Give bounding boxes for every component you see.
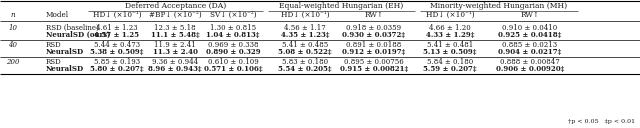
- Text: 0.610 ± 0.109: 0.610 ± 0.109: [207, 58, 259, 66]
- Text: 5.41 ± 0.481: 5.41 ± 0.481: [427, 41, 473, 49]
- Text: 200: 200: [6, 58, 20, 66]
- Text: 5.54 ± 0.205‡: 5.54 ± 0.205‡: [278, 65, 332, 73]
- Text: 5.44 ± 0.473: 5.44 ± 0.473: [94, 41, 140, 49]
- Text: 0.969 ± 0.338: 0.969 ± 0.338: [208, 41, 259, 49]
- Text: HD↓ (×10⁻¹): HD↓ (×10⁻¹): [93, 11, 141, 19]
- Text: 40: 40: [8, 41, 17, 49]
- Text: Model: Model: [46, 11, 69, 19]
- Text: 1.30 ± 0.815: 1.30 ± 0.815: [210, 24, 256, 32]
- Text: 4.66 ± 1.20: 4.66 ± 1.20: [429, 24, 471, 32]
- Text: 0.906 ± 0.00920‡: 0.906 ± 0.00920‡: [496, 65, 564, 73]
- Text: Minority-weighted Hungarian (MH): Minority-weighted Hungarian (MH): [431, 2, 568, 10]
- Text: 0.885 ± 0.0213: 0.885 ± 0.0213: [502, 41, 557, 49]
- Text: 5.85 ± 0.193: 5.85 ± 0.193: [94, 58, 140, 66]
- Text: RW↑: RW↑: [365, 11, 383, 19]
- Text: 4.56 ± 1.17: 4.56 ± 1.17: [284, 24, 326, 32]
- Text: 5.59 ± 0.207‡: 5.59 ± 0.207‡: [423, 65, 477, 73]
- Text: 12.3 ± 5.18: 12.3 ± 5.18: [154, 24, 196, 32]
- Text: Deferred Acceptance (DA): Deferred Acceptance (DA): [125, 2, 226, 10]
- Text: 5.83 ± 0.180: 5.83 ± 0.180: [282, 58, 328, 66]
- Text: 0.910 ± 0.0410: 0.910 ± 0.0410: [502, 24, 557, 32]
- Text: #BP↓ (×10⁻²): #BP↓ (×10⁻²): [148, 11, 202, 19]
- Text: 5.41 ± 0.485: 5.41 ± 0.485: [282, 41, 328, 49]
- Text: 4.61 ± 1.23: 4.61 ± 1.23: [96, 24, 138, 32]
- Text: 8.96 ± 0.943‡: 8.96 ± 0.943‡: [148, 65, 202, 73]
- Text: 4.35 ± 1.23‡: 4.35 ± 1.23‡: [281, 31, 329, 39]
- Text: NeuralSD: NeuralSD: [46, 65, 84, 73]
- Text: 0.904 ± 0.0217‡: 0.904 ± 0.0217‡: [499, 48, 562, 56]
- Text: 5.38 ± 0.509‡: 5.38 ± 0.509‡: [90, 48, 144, 56]
- Text: 0.895 ± 0.00756: 0.895 ± 0.00756: [344, 58, 404, 66]
- Text: RW↑: RW↑: [520, 11, 540, 19]
- Text: 0.890 ± 0.329: 0.890 ± 0.329: [205, 48, 260, 56]
- Text: 0.925 ± 0.0418‡: 0.925 ± 0.0418‡: [499, 31, 562, 39]
- Text: RSD: RSD: [46, 58, 61, 66]
- Text: 5.84 ± 0.180: 5.84 ± 0.180: [427, 58, 473, 66]
- Text: SV↓ (×10⁻²): SV↓ (×10⁻²): [210, 11, 256, 19]
- Text: 0.918 ± 0.0359: 0.918 ± 0.0359: [346, 24, 401, 32]
- Text: 1.04 ± 0.813‡: 1.04 ± 0.813‡: [206, 31, 260, 39]
- Text: †p < 0.05   ‡p < 0.01: †p < 0.05 ‡p < 0.01: [568, 120, 635, 125]
- Text: 4.57 ± 1.25: 4.57 ± 1.25: [95, 31, 140, 39]
- Text: 0.888 ± 0.00847: 0.888 ± 0.00847: [500, 58, 560, 66]
- Text: Equal-weighted Hungarian (EH): Equal-weighted Hungarian (EH): [280, 2, 404, 10]
- Text: 11.9 ± 2.41: 11.9 ± 2.41: [154, 41, 196, 49]
- Text: HD↓ (×10⁻¹): HD↓ (×10⁻¹): [426, 11, 474, 19]
- Text: 0.930 ± 0.0372‡: 0.930 ± 0.0372‡: [342, 31, 406, 39]
- Text: 0.912 ± 0.0197‡: 0.912 ± 0.0197‡: [342, 48, 406, 56]
- Text: HD↓ (×10⁻¹): HD↓ (×10⁻¹): [281, 11, 330, 19]
- Text: NeuralSD (ours): NeuralSD (ours): [46, 31, 110, 39]
- Text: NeuralSD: NeuralSD: [46, 48, 84, 56]
- Text: 0.915 ± 0.00821‡: 0.915 ± 0.00821‡: [340, 65, 408, 73]
- Text: 10: 10: [8, 24, 17, 32]
- Text: 5.08 ± 0.522‡: 5.08 ± 0.522‡: [278, 48, 332, 56]
- Text: n: n: [11, 11, 15, 19]
- Text: 5.13 ± 0.509‡: 5.13 ± 0.509‡: [423, 48, 477, 56]
- Text: 5.80 ± 0.207‡: 5.80 ± 0.207‡: [90, 65, 144, 73]
- Text: RSD (baseline): RSD (baseline): [46, 24, 99, 32]
- Text: RSD: RSD: [46, 41, 61, 49]
- Text: 9.36 ± 0.944: 9.36 ± 0.944: [152, 58, 198, 66]
- Text: 11.3 ± 2.40: 11.3 ± 2.40: [152, 48, 197, 56]
- Text: 11.1 ± 5.48‡: 11.1 ± 5.48‡: [150, 31, 199, 39]
- Text: 0.571 ± 0.106‡: 0.571 ± 0.106‡: [204, 65, 262, 73]
- Text: 4.33 ± 1.29‡: 4.33 ± 1.29‡: [426, 31, 474, 39]
- Text: 0.891 ± 0.0188: 0.891 ± 0.0188: [346, 41, 402, 49]
